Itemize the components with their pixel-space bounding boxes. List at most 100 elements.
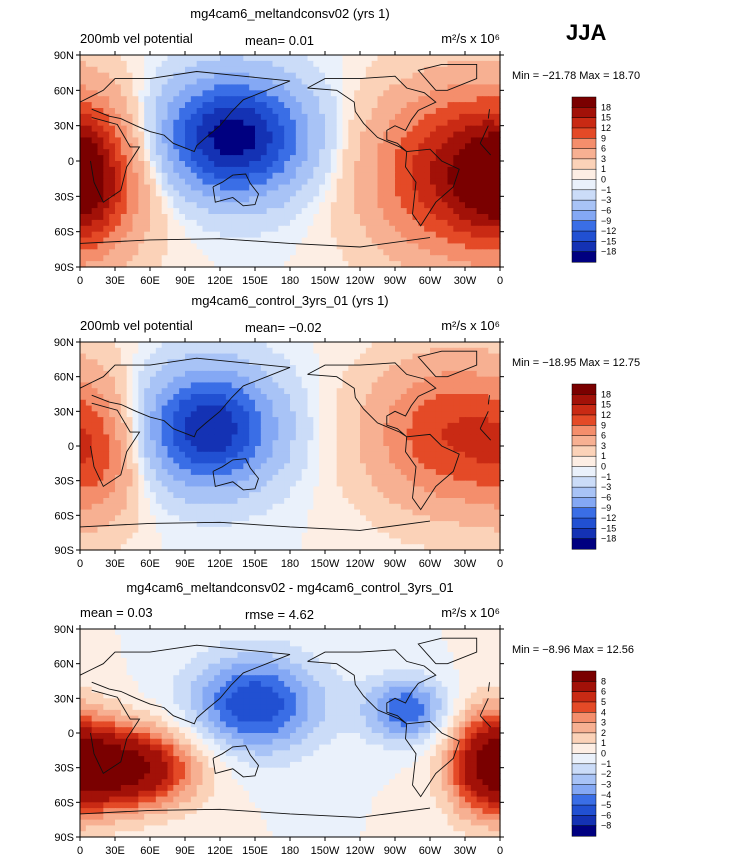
field-cell [85,509,93,516]
field-cell [243,463,250,470]
field-cell [400,225,408,233]
field-cell [126,347,134,355]
field-cell [260,503,268,511]
field-cell [400,255,408,262]
field-cell [336,405,344,412]
field-cell [260,84,268,91]
field-cell [255,353,262,360]
field-cell [255,149,262,156]
field-cell [225,108,233,115]
lon-tick-label: 120E [207,275,233,287]
field-cell [155,382,163,389]
field-cell [202,255,209,262]
field-cell [371,370,379,378]
field-cell [115,469,122,476]
field-cell [255,237,262,245]
field-cell [453,486,460,493]
field-cell [336,249,344,256]
field-cell [132,196,139,203]
field-cell [488,66,495,74]
field-cell [406,161,414,168]
field-cell [144,463,151,470]
field-cell [494,113,501,121]
field-cell [138,521,145,528]
field-cell [255,457,262,464]
field-cell [377,184,384,192]
field-cell [243,178,250,186]
field-cell [138,353,145,360]
field-cell [295,521,303,528]
field-cell [488,498,495,505]
field-cell [494,463,501,470]
field-cell [225,492,233,499]
field-cell [360,353,367,360]
field-cell [97,208,104,215]
field-cell [360,382,367,389]
field-cell [220,521,227,528]
field-cell [395,370,402,378]
field-cell [400,394,408,401]
field-cell [80,422,87,430]
field-cell [179,492,186,499]
field-cell [453,143,460,150]
field-cell [470,422,478,430]
field-cell [336,503,344,511]
field-cell [325,143,332,150]
field-cell [214,108,221,115]
field-cell [161,96,169,103]
field-cell [325,480,332,488]
field-cell [266,342,274,349]
field-cell [424,72,431,80]
field-cell [319,231,326,239]
field-cell [249,492,256,499]
field-cell [383,243,390,250]
field-cell [179,394,186,401]
field-cell [307,255,314,262]
field-cell [459,125,466,133]
field-cell [459,411,466,418]
field-cell [237,255,244,262]
field-cell [167,451,174,459]
field-cell [441,353,449,360]
field-cell [412,486,419,493]
field-cell [348,166,355,174]
field-cell [220,342,227,349]
field-cell [138,405,145,412]
field-cell [371,155,379,162]
field-cell [278,509,285,516]
field-cell [307,190,314,197]
field-cell [319,515,326,522]
lon-tick-label: 60E [140,275,160,287]
colorbar-label: 18 [601,102,611,112]
field-cell [97,503,104,511]
field-cell [494,359,501,366]
field-cell [342,66,349,74]
field-cell [231,231,239,239]
field-cell [255,446,262,453]
field-cell [441,486,449,493]
field-cell [354,137,361,144]
field-cell [290,370,297,378]
field-cell [138,440,145,447]
field-cell [179,96,186,103]
field-cell [109,149,116,156]
field-cell [266,155,274,162]
field-cell [313,422,320,430]
field-cell [255,359,262,366]
field-cell [330,96,338,103]
field-cell [161,90,169,97]
field-cell [220,72,227,80]
field-cell [406,359,414,366]
field-cell [214,84,221,91]
field-cell [167,503,174,511]
field-cell [231,417,239,424]
field-cell [115,202,122,209]
field-cell [494,486,501,493]
field-cell [377,66,384,74]
field-cell [155,172,163,180]
field-cell [255,84,262,91]
field-cell [342,143,349,150]
field-cell [144,457,151,464]
field-cell [208,202,215,209]
field-cell [395,161,402,168]
